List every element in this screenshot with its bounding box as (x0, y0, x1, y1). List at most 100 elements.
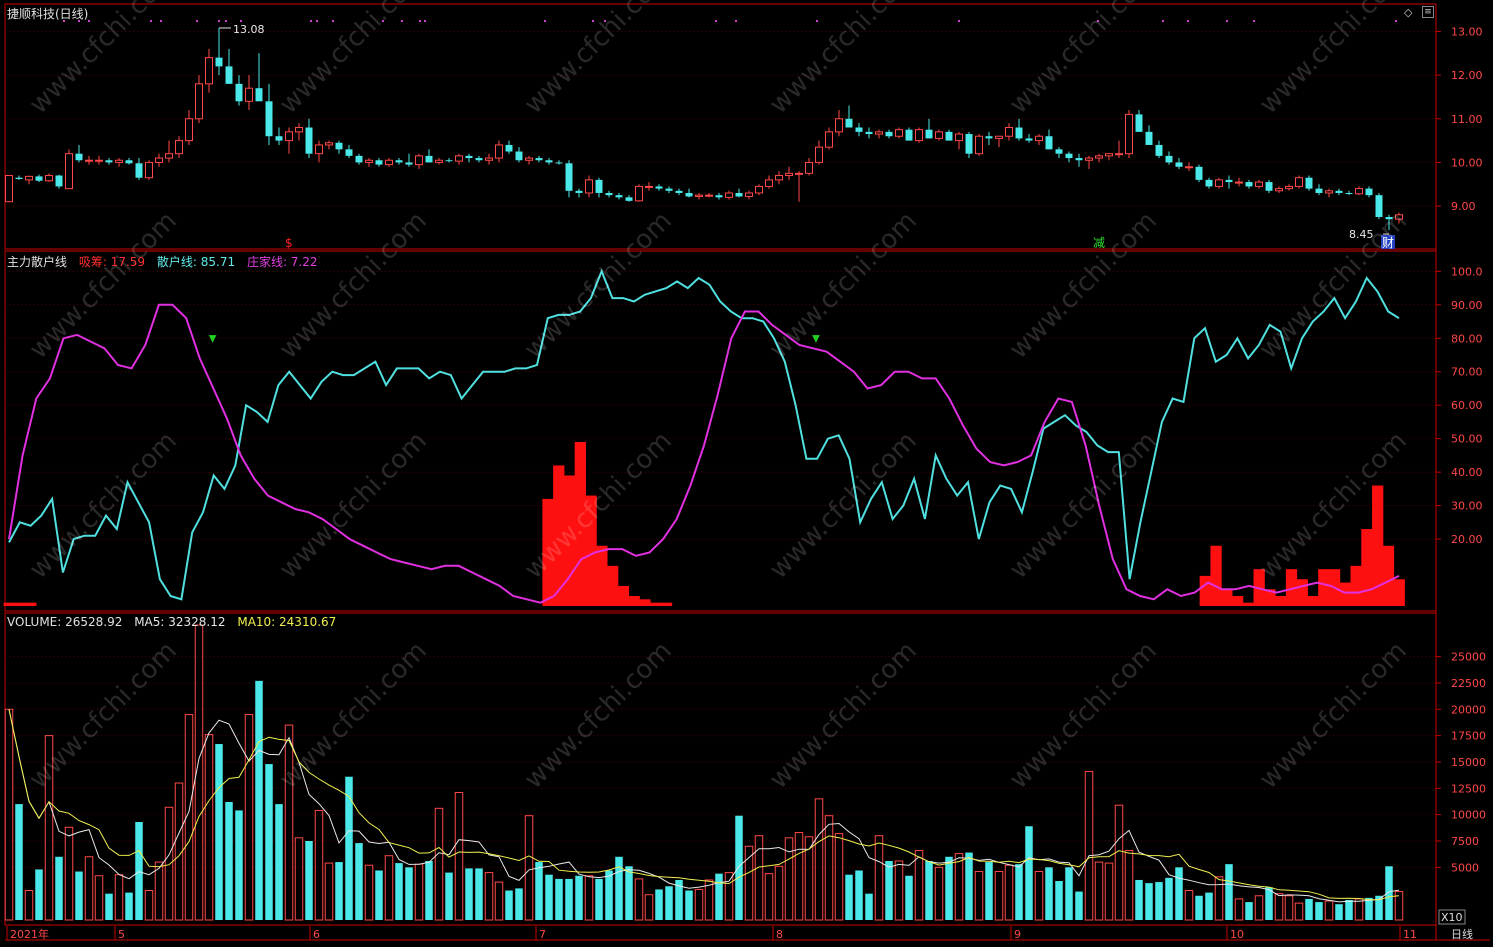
volume-bar (225, 802, 233, 920)
legend-volume[interactable]: VOLUME: 26528.92 (7, 615, 123, 629)
retail-line (8, 268, 1400, 601)
watermark: www.cfchi.com (1254, 206, 1413, 365)
candle-body (1315, 188, 1323, 193)
volume-bar (294, 837, 304, 921)
unit-box (1438, 909, 1466, 925)
x-label-5: 9 (1014, 928, 1021, 941)
volume-bar (44, 735, 54, 921)
candle-body (1205, 179, 1213, 187)
absorb-bar (585, 495, 597, 606)
volume-bar (1305, 898, 1313, 920)
candle-body (775, 175, 783, 181)
x-label-0: 2021年 (10, 927, 49, 941)
absorb-bar (1361, 529, 1373, 606)
candle-body (535, 158, 543, 161)
candle-body (495, 144, 503, 159)
absorb-bar (1382, 545, 1395, 606)
absorb-bar (617, 585, 630, 606)
volume-bar (1385, 866, 1393, 920)
volume-bar (655, 889, 663, 920)
volume-bar (1265, 887, 1273, 920)
volume-bar (1135, 879, 1143, 920)
volume-bar (1104, 862, 1114, 921)
candle-body (435, 159, 443, 163)
candle-body (895, 129, 903, 137)
candle-body (685, 192, 693, 197)
candle-body (215, 57, 223, 67)
absorb-bar (1210, 545, 1222, 606)
indicator-layer: ▼ ▼ (3, 268, 1405, 606)
candle-body (5, 175, 13, 203)
signal-dot (310, 20, 312, 22)
candle-body (1195, 166, 1203, 180)
absorb-bar (574, 442, 586, 606)
candle-body (725, 192, 733, 198)
volume-bar (1084, 770, 1094, 921)
signal-dot (1097, 20, 1099, 22)
volume-bar (125, 892, 133, 920)
volume-bar (114, 874, 124, 921)
x-label-3: 7 (539, 928, 546, 941)
volume-bar (94, 875, 104, 921)
candle-body (1395, 214, 1403, 220)
volume-bar (945, 856, 953, 920)
candle-body (225, 66, 233, 84)
volume-bar (1075, 891, 1083, 920)
candle-body (1275, 188, 1283, 192)
volume-bar (505, 890, 513, 920)
candle-body (525, 157, 533, 161)
candle-body (905, 129, 913, 141)
volume-bar (715, 873, 723, 920)
signal-dot (419, 20, 421, 22)
panel-border-0 (4, 3, 1437, 250)
candle-body (505, 144, 513, 152)
volume-bar (105, 893, 113, 920)
menu-icon[interactable]: ≡ (1422, 6, 1434, 18)
volume-bar (1324, 900, 1334, 921)
volume-bar (4, 708, 14, 921)
watermark: www.cfchi.com (274, 636, 433, 795)
volume-bar (1245, 902, 1253, 920)
absorb-bar (650, 602, 662, 606)
candle-body (965, 134, 973, 154)
watermark: www.cfchi.com (24, 636, 183, 795)
indicator-tick-label-6: 40.00 (1451, 466, 1483, 479)
candle-body (745, 192, 753, 197)
volume-tick-label-8: 5000 (1451, 861, 1479, 874)
indicator-tick-label-1: 90.00 (1451, 299, 1483, 312)
indicator-tick-label-3: 70.00 (1451, 366, 1483, 379)
signal-dot (150, 20, 152, 22)
candle-body (1005, 127, 1013, 137)
volume-bar (244, 714, 254, 921)
candle-body (195, 83, 203, 120)
volume-bar (445, 872, 453, 920)
candle-body (1185, 166, 1193, 169)
volume-bar (425, 861, 433, 920)
volume-bar (565, 878, 573, 920)
candle-body (285, 131, 293, 142)
candle-body (335, 142, 343, 150)
candle-body (235, 83, 243, 102)
candle-body (485, 157, 493, 161)
volume-bar (994, 871, 1004, 921)
volume-bar (235, 810, 243, 920)
candle-body (805, 161, 813, 174)
signal-triangle-1: ▼ (812, 333, 820, 344)
volume-bar (754, 835, 764, 921)
volume-bar (834, 833, 844, 921)
indicator-name[interactable]: 主力散户线 (7, 255, 68, 269)
volume-bar (644, 894, 654, 921)
candle-body (1335, 190, 1343, 193)
volume-bar (1184, 890, 1194, 921)
diamond-icon[interactable]: ◇ (1404, 6, 1413, 19)
volume-bar (535, 862, 543, 920)
absorb-bar (1307, 595, 1319, 606)
volume-bar (824, 815, 834, 921)
legend-retail: 散户线: 85.71 (156, 255, 236, 269)
candle-body (205, 57, 213, 85)
volume-bar (845, 874, 853, 920)
volume-bar (1345, 899, 1353, 920)
volume-bar (524, 815, 534, 921)
volume-bar (335, 862, 343, 920)
min-price-label: 8.45 (1349, 228, 1374, 241)
